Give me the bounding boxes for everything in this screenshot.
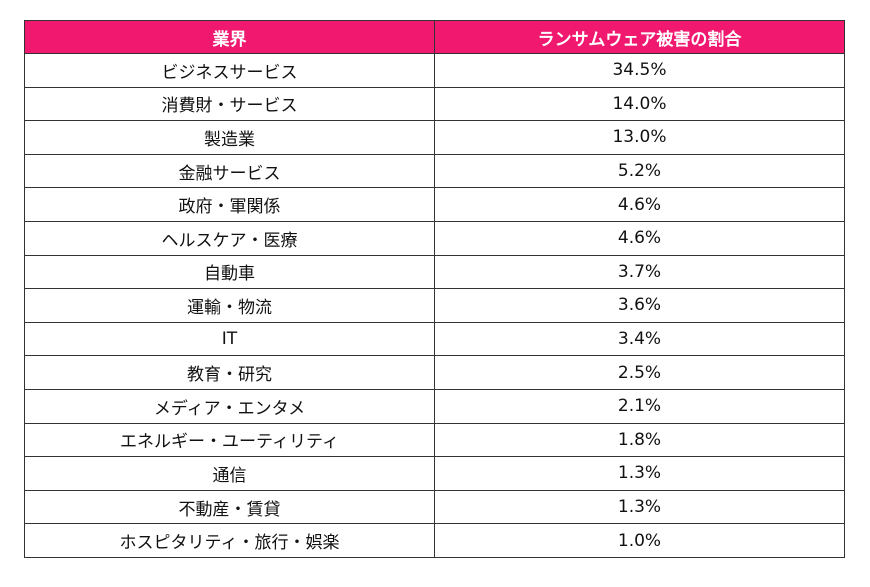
industry-cell: ホスピタリティ・旅行・娯楽 [24,523,435,558]
table-row: メディア・エンタメ 2.1% [24,388,845,424]
industry-cell: IT [24,321,435,357]
table-row: エネルギー・ユーティリティ 1.8% [24,422,845,458]
table-row: IT 3.4% [24,321,845,357]
table-row: 自動車 3.7% [24,254,845,290]
share-cell: 2.5% [434,355,845,390]
share-cell: 1.3% [434,489,845,525]
industry-cell: ビジネスサービス [24,53,435,88]
table-row: 金融サービス 5.2% [24,153,845,189]
share-cell: 13.0% [434,120,845,155]
share-cell: 3.6% [434,288,845,323]
header-ransomware-share: ランサムウェア被害の割合 [434,20,845,54]
table-body: ビジネスサービス 34.5% 消費財・サービス 14.0% 製造業 13.0% 金融サービス… [24,53,845,558]
share-cell: 4.6% [434,187,845,222]
share-cell: 1.8% [434,422,845,458]
share-cell: 3.4% [434,321,845,357]
industry-cell: 自動車 [24,254,435,290]
header-row: 業界 ランサムウェア被害の割合 [24,20,845,54]
share-cell: 3.7% [434,254,845,290]
table-row: 教育・研究 2.5% [24,355,845,390]
industry-cell: ヘルスケア・医療 [24,220,435,256]
industry-cell: 製造業 [24,120,435,155]
table-row: ヘルスケア・医療 4.6% [24,220,845,256]
header-industry: 業界 [24,20,435,54]
ransomware-industry-table: 業界 ランサムウェア被害の割合 ビジネスサービス 34.5% 消費財・サービス 14.… [24,20,845,558]
table-row: ビジネスサービス 34.5% [24,53,845,88]
share-cell: 14.0% [434,86,845,122]
industry-cell: 政府・軍関係 [24,187,435,222]
industry-cell: 教育・研究 [24,355,435,390]
industry-cell: メディア・エンタメ [24,388,435,424]
table-row: ホスピタリティ・旅行・娯楽 1.0% [24,523,845,558]
industry-cell: エネルギー・ユーティリティ [24,422,435,458]
industry-cell: 不動産・賃貸 [24,489,435,525]
industry-cell: 運輸・物流 [24,288,435,323]
table-row: 運輸・物流 3.6% [24,288,845,323]
share-cell: 5.2% [434,153,845,189]
share-cell: 34.5% [434,53,845,88]
share-cell: 2.1% [434,388,845,424]
table-row: 通信 1.3% [24,456,845,491]
industry-cell: 金融サービス [24,153,435,189]
industry-cell: 通信 [24,456,435,491]
table-row: 政府・軍関係 4.6% [24,187,845,222]
table-row: 製造業 13.0% [24,120,845,155]
industry-cell: 消費財・サービス [24,86,435,122]
table-row: 消費財・サービス 14.0% [24,86,845,122]
share-cell: 1.3% [434,456,845,491]
table-header: 業界 ランサムウェア被害の割合 [24,20,845,54]
share-cell: 4.6% [434,220,845,256]
table-row: 不動産・賃貸 1.3% [24,489,845,525]
share-cell: 1.0% [434,523,845,558]
